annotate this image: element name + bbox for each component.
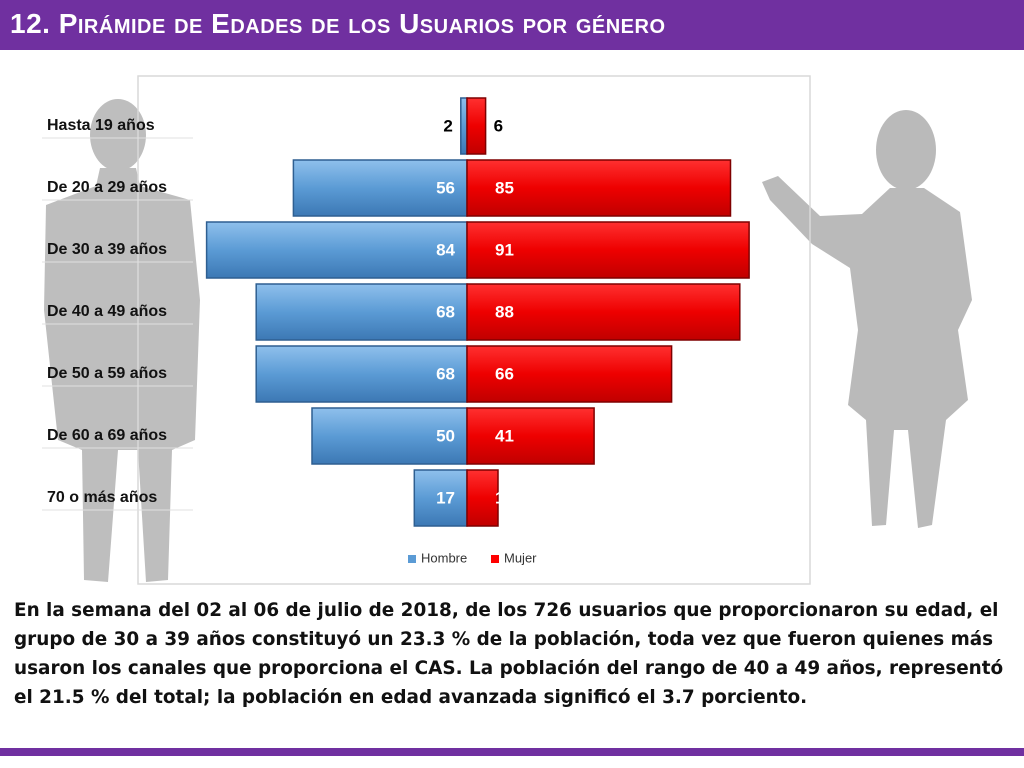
category-label: Hasta 19 años <box>47 117 155 134</box>
value-label-hombre: 84 <box>436 240 455 259</box>
bar-mujer <box>466 407 595 465</box>
man-silhouette-icon <box>44 99 200 582</box>
value-label-hombre: 50 <box>436 426 455 445</box>
category-label: De 50 a 59 años <box>47 365 167 382</box>
bar-hombre <box>205 221 468 279</box>
bar-mujer <box>466 469 499 527</box>
category-label: De 30 a 39 años <box>47 241 167 258</box>
value-label-mujer: 41 <box>495 426 514 445</box>
legend-swatch <box>408 555 416 563</box>
legend-label: Hombre <box>421 550 467 565</box>
bar-hombre <box>292 159 468 217</box>
legend-swatch <box>491 555 499 563</box>
category-label: De 20 a 29 años <box>47 179 167 196</box>
bar-mujer <box>466 97 487 155</box>
bar-hombre <box>460 97 468 155</box>
value-label-mujer: 91 <box>495 240 514 259</box>
value-label-hombre: 2 <box>443 116 452 135</box>
value-label-mujer: 88 <box>495 302 514 321</box>
bar-hombre <box>413 469 468 527</box>
bottom-bar <box>0 748 1024 756</box>
bar-hombre <box>255 283 468 341</box>
category-label: De 40 a 49 años <box>47 303 167 320</box>
woman-silhouette-icon <box>762 110 972 528</box>
bar-hombre <box>311 407 468 465</box>
page-title: 12. Pirámide de Edades de los Usuarios p… <box>10 8 666 39</box>
plot-area <box>137 75 811 585</box>
bar-mujer <box>466 283 741 341</box>
value-label-mujer: 85 <box>495 178 514 197</box>
value-label-mujer: 6 <box>494 116 503 135</box>
title-bar: 12. Pirámide de Edades de los Usuarios p… <box>0 0 1024 50</box>
description-text: En la semana del 02 al 06 de julio de 20… <box>14 600 1004 708</box>
value-label-hombre: 68 <box>436 364 455 383</box>
bar-mujer <box>466 221 750 279</box>
category-label: 70 o más años <box>47 489 157 506</box>
age-pyramid-chart: Hasta 19 años De 20 a 29 años De 30 a 39 a… <box>42 75 811 585</box>
value-label-hombre: 17 <box>436 488 455 507</box>
bar-mujer <box>466 345 673 403</box>
value-label-hombre: 56 <box>436 178 455 197</box>
category-label: De 60 a 69 años <box>47 427 167 444</box>
legend-label: Mujer <box>504 550 537 565</box>
bar-mujer <box>466 159 732 217</box>
value-label-mujer: 10 <box>495 488 514 507</box>
value-label-mujer: 66 <box>495 364 514 383</box>
value-label-hombre: 68 <box>436 302 455 321</box>
